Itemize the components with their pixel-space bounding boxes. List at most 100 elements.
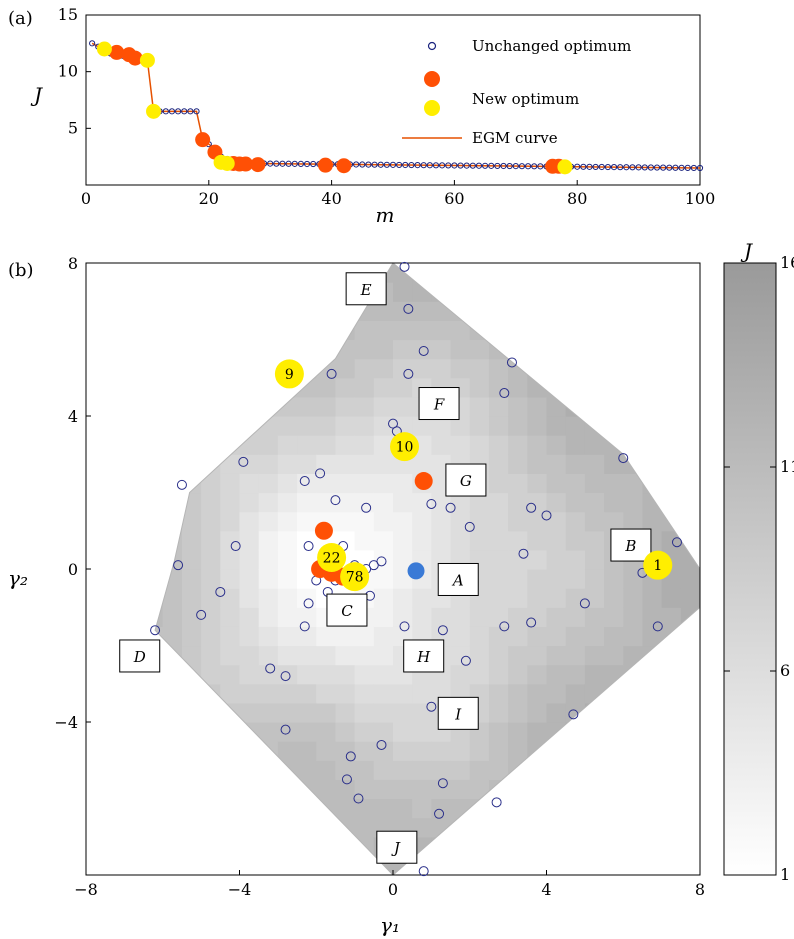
contour-cell (642, 798, 663, 819)
contour-cell (584, 358, 605, 379)
contour-cell (155, 320, 164, 341)
x-tick-label: 8 (695, 880, 705, 899)
hull-outline (154, 262, 701, 876)
unchanged-optimum-point (580, 163, 587, 170)
unchanged-optimum-point (297, 160, 304, 168)
contour-cell (546, 416, 567, 436)
contour-cell (546, 282, 567, 302)
contour-cell (124, 588, 144, 608)
contour-cell (316, 301, 337, 321)
contour-cell (642, 282, 663, 302)
contour-cell (277, 282, 298, 302)
contour-cell (680, 549, 700, 570)
contour-cell (488, 855, 509, 875)
contour-cell (431, 530, 452, 551)
unchanged-optimum-point (420, 162, 427, 169)
contour-cell (393, 607, 413, 627)
contour-cell (527, 702, 548, 723)
unchanged-optimum-point (586, 163, 593, 170)
contour-cell (546, 760, 567, 780)
contour-cell (277, 396, 298, 417)
contour-cell (642, 435, 663, 455)
sample-point (376, 739, 387, 750)
contour-cell (316, 664, 337, 685)
contour-cell (297, 607, 317, 627)
contour-cell (105, 760, 125, 780)
contour-cell (604, 588, 624, 608)
contour-cell (201, 836, 221, 857)
contour-cell (181, 282, 202, 302)
unchanged-optimum-point (574, 163, 581, 170)
contour-cell (354, 454, 375, 474)
contour-cell (316, 377, 337, 398)
contour-cell (220, 588, 241, 608)
contour-cell (181, 339, 202, 360)
contour-cell (661, 836, 682, 857)
sample-point (418, 866, 429, 877)
contour-cell (201, 282, 221, 302)
contour-cell (181, 530, 202, 551)
contour-cell (469, 320, 490, 341)
contour-cell (239, 473, 260, 494)
contour-cell (239, 377, 260, 398)
contour-cell (86, 397, 106, 417)
contour-cell (258, 569, 279, 589)
contour-cell (220, 263, 241, 283)
contour-cell (277, 511, 298, 532)
contour-cell (393, 741, 413, 761)
contour-cell (335, 722, 356, 742)
contour-cell (258, 339, 279, 360)
contour-cell (297, 836, 317, 857)
unchanged-optimum-point (193, 108, 200, 115)
unchanged-optimum-point (690, 164, 697, 172)
contour-cell (508, 855, 528, 875)
contour-cell (565, 282, 586, 302)
contour-cell (155, 454, 164, 474)
contour-cell (258, 607, 279, 627)
contour-cell (431, 416, 452, 436)
contour-cell (181, 702, 202, 723)
contour-cell (450, 836, 471, 857)
new-optimum-red-point (127, 50, 143, 66)
contour-cell (642, 683, 663, 704)
contour-cell (86, 856, 106, 876)
contour-cell (162, 741, 183, 761)
contour-cell (316, 416, 337, 436)
sample-point (150, 625, 161, 636)
contour-cell (316, 435, 337, 455)
contour-cell (623, 511, 644, 532)
contour-cell (220, 358, 241, 379)
contour-cell (155, 492, 164, 513)
contour-cell (508, 836, 528, 857)
contour-cell (297, 855, 317, 875)
contour-cell (661, 683, 682, 704)
contour-cell (450, 358, 471, 379)
unchanged-optimum-point (463, 162, 470, 169)
contour-cell (450, 817, 471, 838)
contour-cell (373, 798, 394, 819)
unchanged-optimum-point (512, 163, 519, 170)
contour-cell (220, 339, 241, 360)
contour-cell (155, 798, 164, 819)
contour-cell (354, 358, 375, 379)
contour-cell (124, 703, 144, 723)
new-optimum-red-point (317, 157, 333, 173)
contour-cell (354, 760, 375, 780)
contour-cell (373, 396, 394, 417)
contour-cell (469, 760, 490, 780)
contour-cell (680, 416, 700, 436)
contour-cell (565, 798, 586, 819)
yellow-optimum-label: 78 (346, 570, 364, 586)
contour-cell (354, 683, 375, 704)
contour-cell (297, 492, 317, 513)
contour-cell (162, 798, 183, 819)
contour-cell (239, 741, 260, 761)
contour-cell (546, 836, 567, 857)
contour-cell (546, 817, 567, 838)
contour-cell (527, 722, 548, 742)
contour-cell (469, 263, 490, 283)
contour-cell (220, 664, 241, 685)
contour-cell (508, 779, 528, 800)
contour-cell (155, 377, 164, 398)
contour-cell (277, 301, 298, 321)
